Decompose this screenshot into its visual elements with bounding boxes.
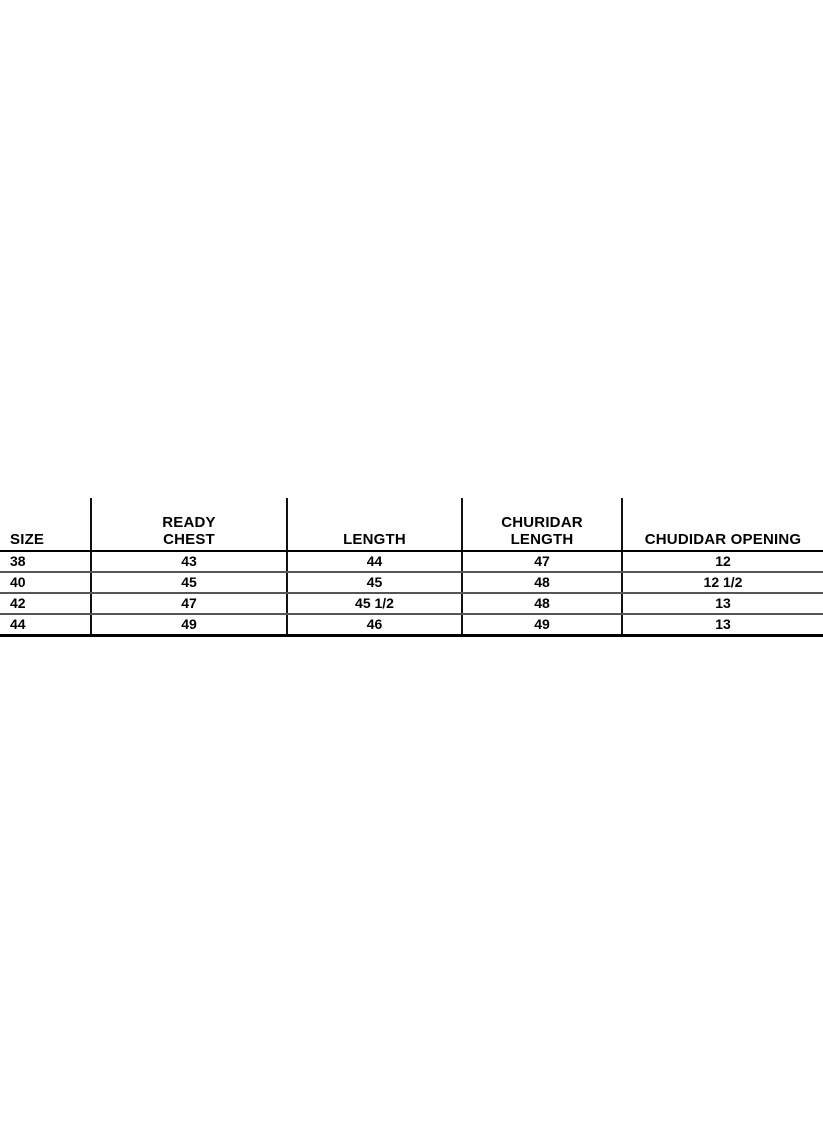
cell-size: 38 <box>0 551 91 573</box>
table-row: 40 45 45 48 12 1/2 <box>0 572 823 594</box>
cell-ready-chest: 43 <box>90 551 287 573</box>
cell-size: 44 <box>0 614 91 637</box>
column-header-churidar-length: CHURIDAR LENGTH <box>461 498 622 552</box>
column-header-length-text: LENGTH <box>343 531 406 548</box>
column-header-chudidar-opening: CHUDIDAR OPENING <box>621 498 823 552</box>
cell-ready-chest: 47 <box>90 593 287 615</box>
size-chart-table: SIZE READY CHEST LENGTH CHURIDAR LENGTH … <box>0 498 823 637</box>
column-header-length: LENGTH <box>286 498 462 552</box>
cell-ready-chest: 49 <box>90 614 287 637</box>
table-row: 44 49 46 49 13 <box>0 614 823 637</box>
cell-length: 45 <box>286 572 462 594</box>
column-header-chudidar-opening-text: CHUDIDAR OPENING <box>644 531 802 548</box>
cell-chudidar-opening: 13 <box>621 614 823 637</box>
table-row: 38 43 44 47 12 <box>0 551 823 573</box>
cell-length: 46 <box>286 614 462 637</box>
cell-churidar-length: 48 <box>461 593 622 615</box>
table-header: SIZE READY CHEST LENGTH CHURIDAR LENGTH … <box>0 498 823 552</box>
cell-ready-chest: 45 <box>90 572 287 594</box>
cell-size: 42 <box>0 593 91 615</box>
column-header-ready-chest-line2: CHEST <box>163 531 215 548</box>
column-header-size: SIZE <box>0 498 91 552</box>
cell-churidar-length: 47 <box>461 551 622 573</box>
column-header-ready-chest: READY CHEST <box>90 498 287 552</box>
table-body: 38 43 44 47 12 40 45 45 48 12 1/2 42 47 … <box>0 551 823 637</box>
size-chart: SIZE READY CHEST LENGTH CHURIDAR LENGTH … <box>0 498 823 637</box>
column-header-churidar-length-line1: CHURIDAR <box>501 514 583 531</box>
cell-churidar-length: 48 <box>461 572 622 594</box>
column-header-size-text: SIZE <box>10 531 45 548</box>
cell-chudidar-opening: 13 <box>621 593 823 615</box>
column-header-ready-chest-line1: READY <box>162 514 216 531</box>
cell-chudidar-opening: 12 1/2 <box>621 572 823 594</box>
cell-length: 44 <box>286 551 462 573</box>
table-row: 42 47 45 1/2 48 13 <box>0 593 823 615</box>
cell-size: 40 <box>0 572 91 594</box>
column-header-churidar-length-line2: LENGTH <box>510 531 574 548</box>
cell-churidar-length: 49 <box>461 614 622 637</box>
header-row: SIZE READY CHEST LENGTH CHURIDAR LENGTH … <box>0 498 823 552</box>
cell-length: 45 1/2 <box>286 593 462 615</box>
cell-chudidar-opening: 12 <box>621 551 823 573</box>
